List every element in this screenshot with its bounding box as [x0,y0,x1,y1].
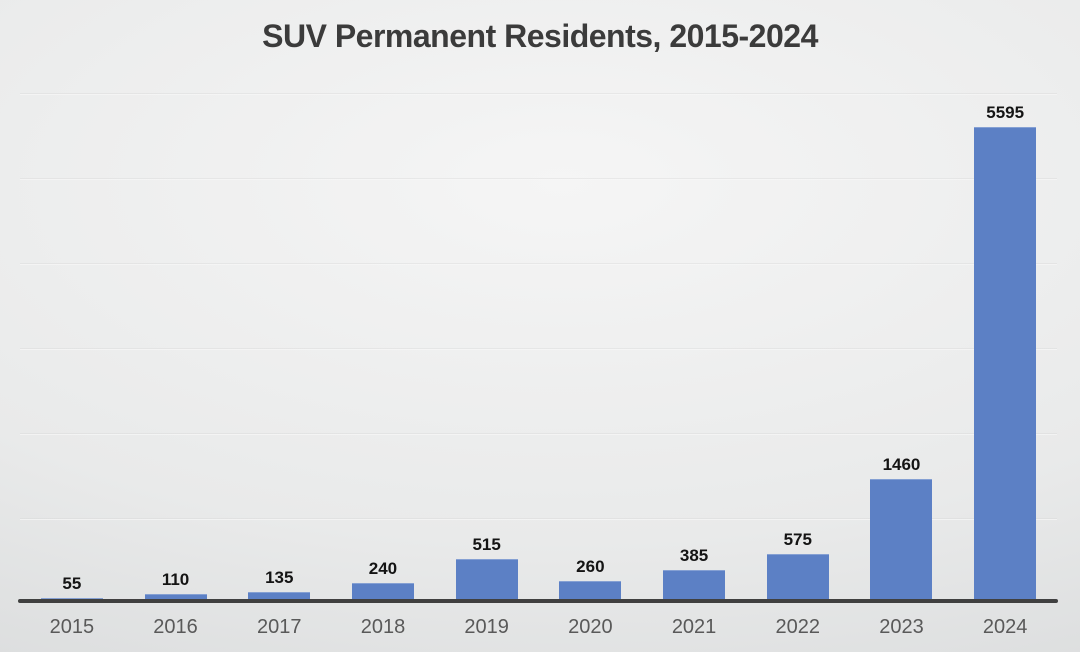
x-axis-label-2019: 2019 [464,616,509,638]
bar-slot-2022: 575 [746,93,850,603]
bar-slot-2021: 385 [642,93,746,603]
data-label-2024: 5595 [986,103,1025,123]
chart-title: SUV Permanent Residents, 2015-2024 [262,18,818,54]
data-label-2015: 55 [62,574,82,594]
x-axis-label-2023: 2023 [879,616,924,638]
bar-slot-2018: 240 [331,93,435,603]
bar-2018 [351,582,414,603]
bar-slot-2024: 5595 [953,93,1057,603]
plot-area: 55 110 135 240 515 260 385 575 1460 5595 [20,93,1057,603]
x-axis-labels: 2015 2016 2017 2018 2019 2020 2021 2022 2023 2024 [20,616,1057,639]
x-axis-label-2024: 2024 [982,616,1028,638]
x-axis-label-2015: 2015 [49,616,95,638]
data-label-2018: 240 [368,558,398,578]
bar-2022 [766,554,829,603]
bars-row: 55 110 135 240 515 260 385 575 1460 5595 [20,93,1057,603]
x-axis-label-2018: 2018 [360,616,406,638]
bar-slot-2017: 135 [227,93,331,603]
x-axis-label-2017: 2017 [257,616,302,638]
data-label-2016: 110 [161,569,190,589]
x-axis-label-2021: 2021 [671,616,717,638]
data-label-2017: 135 [265,567,294,587]
bar-2020 [559,580,622,603]
bar-slot-2020: 260 [539,93,643,603]
bar-2019 [455,559,518,603]
data-label-2023: 1460 [882,454,921,474]
x-axis-label-2020: 2020 [568,616,613,638]
bar-2017 [248,591,311,603]
bar-slot-2016: 110 [124,93,228,603]
bar-slot-2019: 515 [435,93,539,603]
bar-2016 [144,593,207,603]
x-axis-line [18,599,1058,603]
bar-2024 [974,127,1037,603]
bar-slot-2015: 55 [20,93,124,603]
data-label-2020: 260 [576,556,605,576]
data-label-2019: 515 [472,535,501,555]
bar-slot-2023: 1460 [850,93,954,603]
data-label-2021: 385 [679,546,709,566]
bar-2021 [663,570,726,603]
bar-2023 [870,478,933,603]
data-label-2022: 575 [783,530,812,550]
x-axis-label-2016: 2016 [153,616,198,638]
x-axis-label-2022: 2022 [775,616,821,638]
